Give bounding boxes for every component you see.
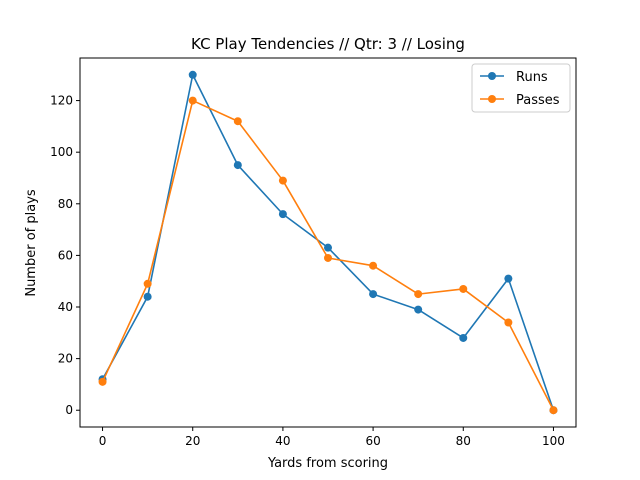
data-point-runs bbox=[459, 333, 468, 342]
data-point-passes bbox=[459, 284, 468, 293]
y-tick-label: 120 bbox=[50, 94, 73, 108]
data-point-runs bbox=[188, 70, 197, 79]
legend-label-passes: Passes bbox=[516, 93, 560, 108]
data-point-passes bbox=[414, 290, 423, 299]
data-point-passes bbox=[504, 318, 513, 327]
x-tick-label: 0 bbox=[99, 434, 107, 448]
y-tick-label: 20 bbox=[58, 352, 73, 366]
x-tick-label: 60 bbox=[365, 434, 380, 448]
x-tick-label: 40 bbox=[275, 434, 290, 448]
data-point-passes bbox=[233, 117, 242, 126]
data-point-runs bbox=[233, 161, 242, 170]
y-tick-label: 0 bbox=[65, 403, 73, 417]
data-point-runs bbox=[369, 290, 378, 299]
legend-label-runs: Runs bbox=[516, 70, 548, 85]
x-tick-label: 100 bbox=[542, 434, 565, 448]
data-point-runs bbox=[278, 210, 287, 219]
legend-marker-passes bbox=[488, 95, 496, 103]
data-point-runs bbox=[143, 292, 152, 301]
legend: Runs Passes bbox=[471, 63, 571, 113]
data-point-passes bbox=[324, 253, 332, 262]
y-tick-label: 80 bbox=[58, 197, 73, 211]
y-tick-label: 100 bbox=[50, 145, 73, 159]
y-tick-label: 60 bbox=[58, 248, 73, 262]
y-axis-label: Number of plays bbox=[24, 189, 39, 297]
data-point-passes bbox=[369, 261, 378, 270]
plot-area: 0 20 40 60 80 100 0 20 40 60 80 100 120 bbox=[50, 57, 577, 448]
data-point-runs bbox=[414, 305, 423, 314]
data-point-passes bbox=[98, 377, 107, 386]
data-point-passes bbox=[549, 406, 558, 415]
data-point-runs bbox=[324, 243, 332, 252]
data-point-passes bbox=[188, 96, 197, 105]
x-tick-label: 80 bbox=[456, 434, 471, 448]
legend-marker-runs bbox=[488, 72, 496, 80]
data-point-passes bbox=[278, 176, 287, 185]
data-point-runs bbox=[504, 274, 513, 283]
y-tick-label: 40 bbox=[58, 300, 73, 314]
x-tick-label: 20 bbox=[185, 434, 200, 448]
axes-frame bbox=[79, 57, 577, 428]
data-point-passes bbox=[143, 279, 152, 288]
x-axis-label: Yards from scoring bbox=[267, 456, 388, 471]
chart-title: KC Play Tendencies // Qtr: 3 // Losing bbox=[191, 35, 465, 53]
